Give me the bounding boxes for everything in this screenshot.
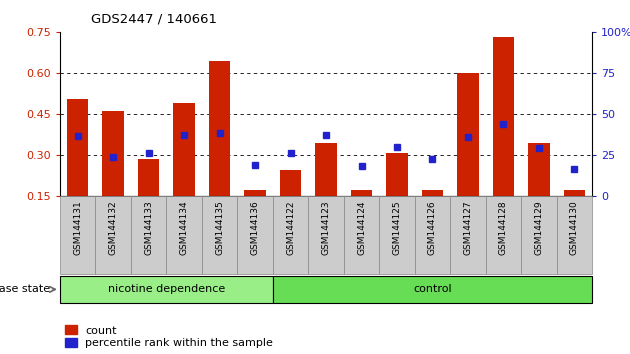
Bar bbox=[493, 37, 514, 196]
Bar bbox=[386, 153, 408, 196]
Bar bbox=[238, 196, 273, 274]
Bar bbox=[60, 196, 95, 274]
Text: GSM144132: GSM144132 bbox=[108, 200, 118, 255]
Text: disease state: disease state bbox=[0, 284, 50, 295]
Bar bbox=[316, 143, 336, 196]
Text: GSM144135: GSM144135 bbox=[215, 200, 224, 255]
Bar bbox=[379, 196, 415, 274]
Bar bbox=[564, 190, 585, 196]
Bar bbox=[273, 196, 308, 274]
Bar bbox=[422, 190, 443, 196]
Bar bbox=[138, 159, 159, 196]
Bar bbox=[67, 99, 88, 196]
Text: GSM144128: GSM144128 bbox=[499, 200, 508, 255]
Text: nicotine dependence: nicotine dependence bbox=[108, 284, 225, 295]
Bar bbox=[344, 196, 379, 274]
Text: GSM144130: GSM144130 bbox=[570, 200, 579, 255]
Bar bbox=[529, 143, 549, 196]
Bar bbox=[202, 196, 238, 274]
Text: GSM144136: GSM144136 bbox=[251, 200, 260, 255]
Bar bbox=[209, 61, 230, 196]
Text: GSM144133: GSM144133 bbox=[144, 200, 153, 255]
Bar bbox=[273, 276, 592, 303]
Bar bbox=[60, 276, 273, 303]
Bar bbox=[308, 196, 344, 274]
Bar bbox=[415, 196, 450, 274]
Bar bbox=[103, 112, 123, 196]
Bar bbox=[457, 73, 479, 196]
Bar bbox=[95, 196, 131, 274]
Text: control: control bbox=[413, 284, 452, 295]
Bar bbox=[351, 190, 372, 196]
Text: GDS2447 / 140661: GDS2447 / 140661 bbox=[91, 13, 217, 26]
Text: GSM144123: GSM144123 bbox=[321, 200, 331, 255]
Bar bbox=[450, 196, 486, 274]
Bar bbox=[173, 103, 195, 196]
Text: GSM144125: GSM144125 bbox=[392, 200, 401, 255]
Bar bbox=[557, 196, 592, 274]
Bar bbox=[280, 170, 301, 196]
Text: GSM144134: GSM144134 bbox=[180, 200, 188, 255]
Legend: count, percentile rank within the sample: count, percentile rank within the sample bbox=[66, 325, 273, 348]
Bar bbox=[166, 196, 202, 274]
Text: GSM144124: GSM144124 bbox=[357, 200, 366, 255]
Bar bbox=[486, 196, 521, 274]
Bar bbox=[131, 196, 166, 274]
Text: GSM144131: GSM144131 bbox=[73, 200, 82, 255]
Text: GSM144127: GSM144127 bbox=[464, 200, 472, 255]
Bar bbox=[521, 196, 557, 274]
Bar bbox=[244, 190, 266, 196]
Text: GSM144129: GSM144129 bbox=[534, 200, 544, 255]
Text: GSM144122: GSM144122 bbox=[286, 200, 295, 255]
Text: GSM144126: GSM144126 bbox=[428, 200, 437, 255]
